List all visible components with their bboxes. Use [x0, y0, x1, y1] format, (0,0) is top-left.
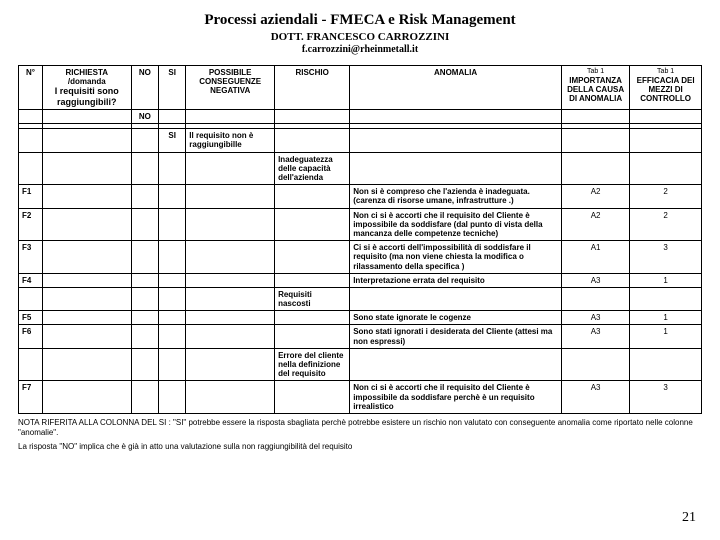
tab1-label: Tab 1 — [565, 68, 626, 76]
col-anomalia: ANOMALIA — [350, 66, 562, 110]
col-no: NO — [131, 66, 158, 110]
table-header-row: N° RICHIESTA /domanda I requisiti sono r… — [19, 66, 702, 110]
eff-cell: 3 — [630, 241, 702, 274]
footnote-2: La risposta "NO" implica che è già in at… — [18, 442, 702, 452]
neg-cell: Il requisito non è raggiungibille — [186, 129, 275, 152]
col-importanza: Tab 1 IMPORTANZA DELLA CAUSA DI ANOMALIA — [561, 66, 629, 110]
table-row: Requisiti nascosti — [19, 287, 702, 310]
col-n: N° — [19, 66, 43, 110]
author-name: DOTT. FRANCESCO CARROZZINI — [18, 31, 702, 43]
anomalia-cell: Interpretazione errata del requisito — [350, 273, 562, 287]
eff-cell: 1 — [630, 325, 702, 348]
author-email: f.carrozzini@rheinmetall.it — [18, 44, 702, 55]
table-row: F5 Sono state ignorate le cogenze A3 1 — [19, 311, 702, 325]
imp-cell: A3 — [561, 381, 629, 414]
anomalia-cell: Ci si è accorti dell'impossibilità di so… — [350, 241, 562, 274]
rischio-cell: Errore del cliente nella definizione del… — [275, 348, 350, 381]
col-richiesta-label: RICHIESTA /domanda — [66, 68, 109, 86]
table-row: F3 Ci si è accorti dell'impossibilità di… — [19, 241, 702, 274]
eff-cell: 1 — [630, 273, 702, 287]
table-row: Inadeguatezza delle capacità dell'aziend… — [19, 152, 702, 185]
imp-cell: A3 — [561, 311, 629, 325]
row-id: F1 — [19, 185, 43, 208]
imp-cell: A2 — [561, 185, 629, 208]
col-si: SI — [158, 66, 185, 110]
row-id: F3 — [19, 241, 43, 274]
eff-cell: 2 — [630, 208, 702, 241]
anomalia-cell: Non ci si è accorti che il requisito del… — [350, 381, 562, 414]
row-id: F5 — [19, 311, 43, 325]
anomalia-cell: Sono state ignorate le cogenze — [350, 311, 562, 325]
header: Processi aziendali - FMECA e Risk Manage… — [18, 12, 702, 55]
si-cell: SI — [158, 129, 185, 152]
row-id: F7 — [19, 381, 43, 414]
page-number: 21 — [682, 510, 696, 526]
anomalia-cell: Non si è compreso che l'azienda è inadeg… — [350, 185, 562, 208]
col-efficacia: Tab 1 EFFICACIA DEI MEZZI DI CONTROLLO — [630, 66, 702, 110]
table-row: F2 Non ci si è accorti che il requisito … — [19, 208, 702, 241]
col-richiesta-question: I requisiti sono raggiungibili? — [55, 86, 119, 106]
table-row: NO — [19, 110, 702, 124]
rischio-cell: Inadeguatezza delle capacità dell'aziend… — [275, 152, 350, 185]
imp-cell: A3 — [561, 273, 629, 287]
table-row: SI Il requisito non è raggiungibille — [19, 129, 702, 152]
eff-cell: 3 — [630, 381, 702, 414]
row-id: F4 — [19, 273, 43, 287]
table-row: F6 Sono stati ignorati i desiderata del … — [19, 325, 702, 348]
footnote-1: NOTA RIFERITA ALLA COLONNA DEL SI : "SI"… — [18, 418, 702, 438]
anomalia-cell: Non ci si è accorti che il requisito del… — [350, 208, 562, 241]
imp-cell: A2 — [561, 208, 629, 241]
no-cell: NO — [131, 110, 158, 124]
row-id: F2 — [19, 208, 43, 241]
col-neg: POSSIBILE CONSEGUENZE NEGATIVA — [186, 66, 275, 110]
table-row: Errore del cliente nella definizione del… — [19, 348, 702, 381]
table-row: F7 Non ci si è accorti che il requisito … — [19, 381, 702, 414]
col-importanza-label: IMPORTANZA DELLA CAUSA DI ANOMALIA — [567, 76, 624, 103]
eff-cell: 1 — [630, 311, 702, 325]
eff-cell: 2 — [630, 185, 702, 208]
col-richiesta: RICHIESTA /domanda I requisiti sono ragg… — [42, 66, 131, 110]
anomalia-cell: Sono stati ignorati i desiderata del Cli… — [350, 325, 562, 348]
rischio-cell: Requisiti nascosti — [275, 287, 350, 310]
tab1-label: Tab 1 — [633, 68, 698, 76]
table-row: F4 Interpretazione errata del requisito … — [19, 273, 702, 287]
page-title: Processi aziendali - FMECA e Risk Manage… — [18, 12, 702, 29]
imp-cell: A3 — [561, 325, 629, 348]
row-id: F6 — [19, 325, 43, 348]
col-rischio: RISCHIO — [275, 66, 350, 110]
table-row: F1 Non si è compreso che l'azienda è ina… — [19, 185, 702, 208]
fmeca-table: N° RICHIESTA /domanda I requisiti sono r… — [18, 65, 702, 414]
imp-cell: A1 — [561, 241, 629, 274]
col-efficacia-label: EFFICACIA DEI MEZZI DI CONTROLLO — [637, 76, 695, 103]
